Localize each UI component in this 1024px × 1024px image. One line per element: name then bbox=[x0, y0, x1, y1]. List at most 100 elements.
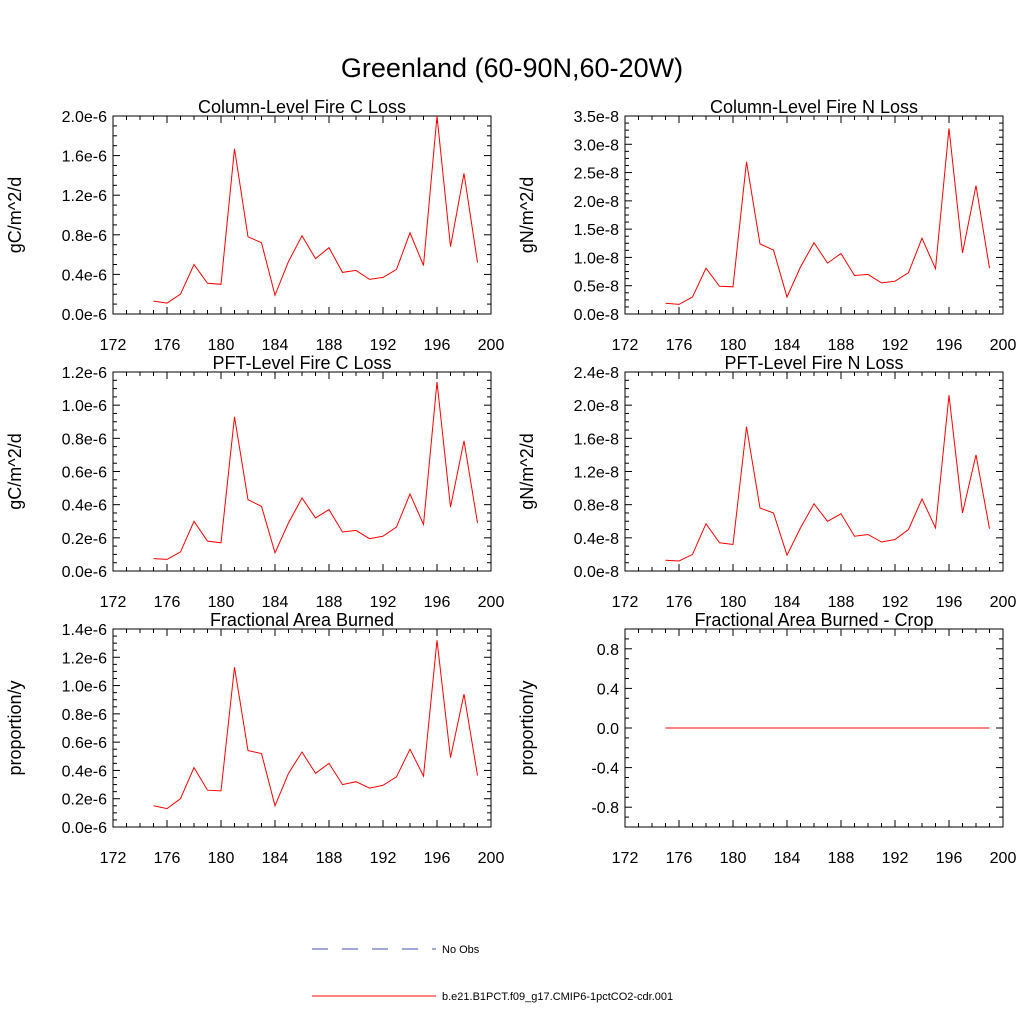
x-tick-label: 184 bbox=[774, 594, 801, 611]
x-tick-label: 188 bbox=[316, 850, 343, 867]
panel-column-level-fire-c-loss: Column-Level Fire C Loss gC/m^2/d 172 176 18… bbox=[5, 97, 504, 354]
x-tick-label: 176 bbox=[666, 337, 693, 354]
x-tick-label: 180 bbox=[720, 850, 747, 867]
x-tick-label: 192 bbox=[882, 850, 909, 867]
y-tick-label: 0.8e-8 bbox=[574, 498, 619, 515]
x-tick-label: 176 bbox=[154, 594, 181, 611]
x-tick-label: 196 bbox=[936, 594, 963, 611]
panel-title: Fractional Area Burned - Crop bbox=[694, 610, 933, 630]
y-tick-label: 0.5e-8 bbox=[574, 279, 619, 296]
y-tick-label: 1.5e-8 bbox=[574, 222, 619, 239]
x-tick-label: 188 bbox=[316, 337, 343, 354]
y-axis-label: gC/m^2/d bbox=[5, 177, 25, 253]
y-tick-label: 0.8e-6 bbox=[62, 707, 107, 724]
legend-label-model-run: b.e21.B1PCT.f09_g17.CMIP6-1pctCO2-cdr.00… bbox=[442, 991, 673, 1003]
y-tick-label: 0.4e-6 bbox=[62, 498, 107, 515]
y-tick-label: 0.4e-6 bbox=[62, 763, 107, 780]
x-tick-label: 188 bbox=[828, 594, 855, 611]
x-tick-label: 196 bbox=[424, 850, 451, 867]
x-tick-label: 184 bbox=[262, 337, 289, 354]
y-tick-label: 0.0e-6 bbox=[62, 307, 107, 324]
x-tick-label: 184 bbox=[262, 594, 289, 611]
y-tick-label: 0.0e-8 bbox=[574, 307, 619, 324]
panel-fractional-area-burned: Fractional Area Burned proportion/y 172 176… bbox=[5, 610, 504, 867]
legend: No Obs b.e21.B1PCT.f09_g17.CMIP6-1pctCO2… bbox=[312, 944, 673, 1003]
y-tick-label: 0.4e-8 bbox=[574, 531, 619, 548]
y-tick-label: 1.6e-8 bbox=[574, 431, 619, 448]
y-tick-label: 0.8e-6 bbox=[62, 228, 107, 245]
panel-pft-level-fire-n-loss: PFT-Level Fire N Loss gN/m^2/d 172 176 180 18… bbox=[517, 353, 1016, 611]
y-tick-label: 0.8 bbox=[597, 642, 619, 659]
panel-column-level-fire-n-loss: Column-Level Fire N Loss gN/m^2/d 172 176 18… bbox=[517, 97, 1016, 354]
y-tick-label: 0.2e-6 bbox=[62, 531, 107, 548]
x-tick-label: 172 bbox=[612, 337, 639, 354]
series-line bbox=[153, 115, 478, 304]
plot-frame bbox=[624, 115, 1004, 315]
x-tick-label: 180 bbox=[720, 594, 747, 611]
x-tick-label: 180 bbox=[208, 850, 235, 867]
y-tick-label: 2.4e-8 bbox=[574, 365, 619, 382]
x-tick-label: 200 bbox=[478, 337, 505, 354]
x-tick-label: 196 bbox=[936, 850, 963, 867]
y-axis-label: gC/m^2/d bbox=[5, 433, 25, 509]
y-tick-label: 0.6e-6 bbox=[62, 735, 107, 752]
x-tick-label: 172 bbox=[100, 594, 127, 611]
y-tick-label: 1.0e-6 bbox=[62, 398, 107, 415]
y-tick-label: 1.0e-6 bbox=[62, 679, 107, 696]
x-tick-label: 176 bbox=[666, 594, 693, 611]
y-tick-label: 2.5e-8 bbox=[574, 166, 619, 183]
x-tick-label: 172 bbox=[612, 594, 639, 611]
x-tick-label: 180 bbox=[208, 337, 235, 354]
y-axis-label: proportion/y bbox=[5, 680, 25, 775]
x-tick-label: 176 bbox=[154, 337, 181, 354]
x-tick-label: 184 bbox=[774, 337, 801, 354]
y-tick-label: 1.0e-8 bbox=[574, 250, 619, 267]
x-tick-label: 184 bbox=[774, 850, 801, 867]
y-axis-label: proportion/y bbox=[517, 680, 537, 775]
y-tick-label: -0.4 bbox=[591, 761, 619, 778]
x-tick-label: 172 bbox=[100, 337, 127, 354]
figure-title: Greenland (60-90N,60-20W) bbox=[341, 53, 683, 83]
y-tick-label: 1.2e-8 bbox=[574, 465, 619, 482]
y-tick-label: 1.2e-6 bbox=[62, 650, 107, 667]
x-tick-label: 176 bbox=[666, 850, 693, 867]
series-line bbox=[153, 381, 478, 560]
y-tick-label: 2.0e-8 bbox=[574, 194, 619, 211]
series-line bbox=[665, 395, 990, 562]
y-tick-label: 0.0e-8 bbox=[574, 564, 619, 581]
panel-title: Column-Level Fire N Loss bbox=[710, 97, 918, 117]
panel-fractional-area-burned-crop: Fractional Area Burned - Crop proportion/… bbox=[517, 610, 1016, 867]
x-tick-label: 196 bbox=[424, 594, 451, 611]
plot-frame bbox=[624, 371, 1004, 572]
y-tick-label: 0.2e-6 bbox=[62, 792, 107, 809]
x-tick-label: 192 bbox=[370, 337, 397, 354]
x-tick-label: 200 bbox=[990, 850, 1017, 867]
x-tick-label: 200 bbox=[478, 850, 505, 867]
x-tick-label: 188 bbox=[828, 850, 855, 867]
panel-title: Fractional Area Burned bbox=[210, 610, 394, 630]
x-tick-label: 172 bbox=[612, 850, 639, 867]
y-tick-label: 0.6e-6 bbox=[62, 465, 107, 482]
y-tick-label: 0.0 bbox=[597, 721, 619, 738]
panel-pft-level-fire-c-loss: PFT-Level Fire C Loss gC/m^2/d 172 176 180 18… bbox=[5, 353, 504, 611]
y-tick-label: 3.0e-8 bbox=[574, 137, 619, 154]
y-tick-label: 0.4e-6 bbox=[62, 267, 107, 284]
x-tick-label: 192 bbox=[882, 337, 909, 354]
x-tick-label: 200 bbox=[990, 594, 1017, 611]
y-axis-label: gN/m^2/d bbox=[517, 177, 537, 253]
x-tick-label: 200 bbox=[990, 337, 1017, 354]
panels: Column-Level Fire C Loss gC/m^2/d 172 176 18… bbox=[5, 97, 1016, 867]
series-line bbox=[153, 640, 478, 810]
y-tick-label: 2.0e-8 bbox=[574, 398, 619, 415]
legend-label-no-obs: No Obs bbox=[442, 944, 480, 956]
x-tick-label: 188 bbox=[316, 594, 343, 611]
x-tick-label: 192 bbox=[370, 850, 397, 867]
x-tick-label: 200 bbox=[478, 594, 505, 611]
panel-title: PFT-Level Fire C Loss bbox=[212, 353, 391, 373]
x-tick-label: 172 bbox=[100, 850, 127, 867]
x-tick-label: 180 bbox=[720, 337, 747, 354]
y-tick-label: 0.0e-6 bbox=[62, 564, 107, 581]
x-tick-label: 192 bbox=[882, 594, 909, 611]
plot-frame bbox=[112, 628, 492, 828]
